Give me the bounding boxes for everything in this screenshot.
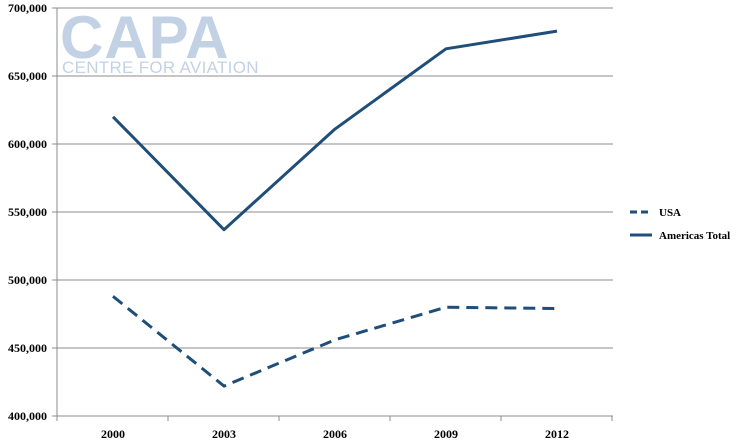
legend-label: Americas Total bbox=[659, 230, 730, 242]
watermark-logo-subtext: CENTRE FOR AVIATION bbox=[62, 58, 259, 77]
gridlines bbox=[57, 7, 613, 349]
x-tick-label: 2012 bbox=[545, 427, 569, 441]
y-tick-label: 500,000 bbox=[8, 273, 47, 287]
capa-watermark-logo: CAPA CENTRE FOR AVIATION bbox=[60, 4, 259, 77]
legend: USA Americas Total bbox=[630, 207, 730, 242]
x-tick-label: 2003 bbox=[212, 427, 236, 441]
series-lines bbox=[111, 29, 558, 388]
y-axis-tick-labels: 400,000 450,000 500,000 550,000 600,000 650,0… bbox=[8, 1, 47, 423]
x-tick-label: 2006 bbox=[323, 427, 347, 441]
x-tick-label: 2009 bbox=[434, 427, 458, 441]
y-tick-label: 600,000 bbox=[8, 137, 47, 151]
y-tick-label: 400,000 bbox=[8, 409, 47, 423]
axes bbox=[52, 7, 613, 421]
y-tick-label: 550,000 bbox=[8, 205, 47, 219]
watermark-logo-text: CAPA bbox=[60, 4, 230, 71]
y-tick-label: 450,000 bbox=[8, 341, 47, 355]
x-axis-tick-labels: 2000 2003 2006 2009 2012 bbox=[101, 427, 569, 441]
series-line-usa bbox=[112, 295, 558, 388]
legend-label: USA bbox=[659, 207, 681, 219]
y-tick-label: 700,000 bbox=[8, 1, 47, 15]
x-tick-label: 2000 bbox=[101, 427, 125, 441]
y-tick-label: 650,000 bbox=[8, 69, 47, 83]
